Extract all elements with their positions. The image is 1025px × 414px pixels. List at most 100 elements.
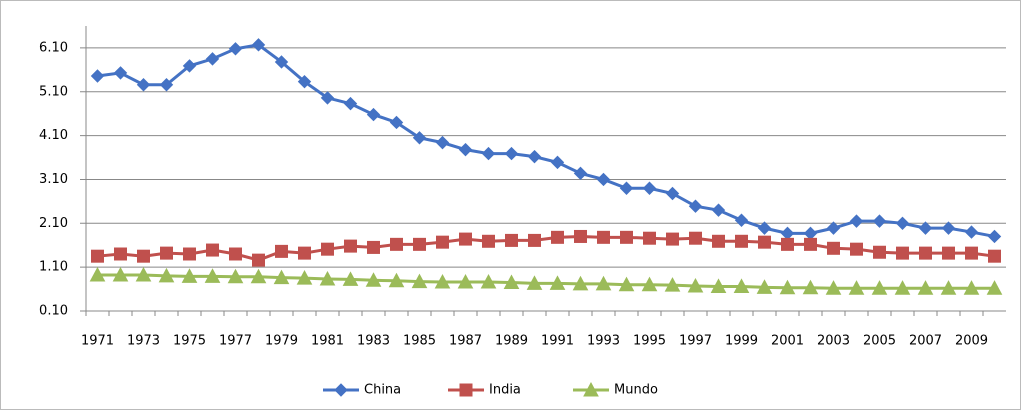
- data-point: [273, 269, 290, 285]
- data-point: [872, 214, 887, 228]
- data-point: [112, 266, 129, 282]
- data-point: [296, 270, 313, 285]
- data-point: [942, 246, 955, 260]
- data-point: [917, 280, 934, 295]
- data-point: [712, 234, 725, 248]
- data-point: [183, 247, 196, 261]
- data-point: [206, 243, 219, 257]
- data-point: [365, 272, 382, 287]
- data-point: [160, 246, 173, 260]
- data-point: [158, 267, 175, 283]
- data-point: [572, 275, 589, 291]
- data-point: [849, 214, 864, 228]
- data-point: [136, 78, 151, 92]
- data-point: [114, 247, 127, 261]
- data-point: [275, 244, 288, 258]
- data-point: [319, 270, 336, 286]
- x-tick-label: 1983: [357, 334, 390, 349]
- data-point: [181, 268, 198, 283]
- data-point: [113, 66, 128, 80]
- data-point: [297, 74, 312, 89]
- data-point: [482, 234, 495, 248]
- data-point: [919, 246, 932, 260]
- data-point: [620, 230, 633, 244]
- x-tick-label: 1971: [81, 334, 114, 349]
- data-point: [965, 246, 978, 260]
- data-point: [159, 78, 174, 92]
- x-tick-label: 1999: [725, 334, 758, 349]
- y-tick-label: 1.10: [39, 260, 68, 275]
- legend-label: India: [489, 383, 521, 398]
- data-point: [503, 274, 520, 289]
- x-tick-label: 1979: [265, 334, 298, 349]
- data-point: [597, 230, 610, 244]
- data-point: [641, 276, 658, 292]
- data-point: [390, 237, 403, 251]
- x-tick-label: 1987: [449, 334, 482, 349]
- x-tick-label: 1997: [679, 334, 712, 349]
- y-tick-label: 3.10: [39, 172, 68, 187]
- data-point: [344, 239, 357, 253]
- data-point: [595, 275, 612, 291]
- data-point: [434, 274, 451, 289]
- data-point: [436, 235, 449, 249]
- data-point: [573, 166, 588, 181]
- series-line: [97, 273, 995, 290]
- data-point: [804, 237, 817, 251]
- data-point: [342, 271, 359, 286]
- x-tick-label: 1977: [219, 334, 252, 349]
- data-point: [689, 231, 702, 245]
- data-point: [481, 146, 496, 161]
- data-point: [664, 277, 681, 292]
- legend-label: China: [364, 383, 401, 398]
- x-tick-label: 2003: [817, 334, 850, 349]
- x-tick-label: 2005: [863, 334, 896, 349]
- data-point: [940, 280, 957, 295]
- data-point: [619, 181, 634, 195]
- data-point: [711, 203, 726, 217]
- data-point: [137, 249, 150, 263]
- legend-label: Mundo: [614, 383, 658, 398]
- data-point: [228, 42, 243, 56]
- data-point: [229, 247, 242, 261]
- data-point: [549, 275, 566, 290]
- data-point: [413, 237, 426, 251]
- data-point: [480, 274, 497, 289]
- data-point: [733, 278, 750, 293]
- data-point: [781, 237, 794, 251]
- data-point: [850, 242, 863, 256]
- x-tick-label: 1985: [403, 334, 436, 349]
- data-point: [412, 131, 427, 145]
- data-point: [435, 135, 450, 150]
- legend-marker: [583, 381, 599, 397]
- data-point: [321, 242, 334, 256]
- data-point: [457, 274, 474, 289]
- data-point: [411, 273, 428, 289]
- data-point: [574, 229, 587, 243]
- x-tick-label: 2009: [955, 334, 988, 349]
- data-point: [550, 155, 565, 170]
- data-point: [687, 277, 704, 293]
- data-point: [505, 233, 518, 247]
- data-point: [963, 280, 980, 295]
- data-point: [895, 216, 910, 231]
- data-point: [459, 232, 472, 246]
- x-tick-label: 1975: [173, 334, 206, 349]
- data-point: [618, 276, 635, 292]
- data-point: [526, 275, 543, 290]
- y-tick-label: 0.10: [39, 304, 68, 319]
- data-point: [527, 149, 542, 164]
- data-point: [873, 245, 886, 259]
- data-point: [596, 172, 611, 187]
- x-tick-label: 2007: [909, 334, 942, 349]
- data-point: [458, 142, 473, 157]
- data-point: [986, 280, 1003, 295]
- x-tick-label: 1981: [311, 334, 344, 349]
- data-point: [343, 96, 358, 111]
- data-point: [710, 278, 727, 293]
- data-point: [827, 241, 840, 255]
- data-point: [389, 115, 404, 130]
- data-point: [551, 230, 564, 244]
- data-point: [90, 69, 105, 83]
